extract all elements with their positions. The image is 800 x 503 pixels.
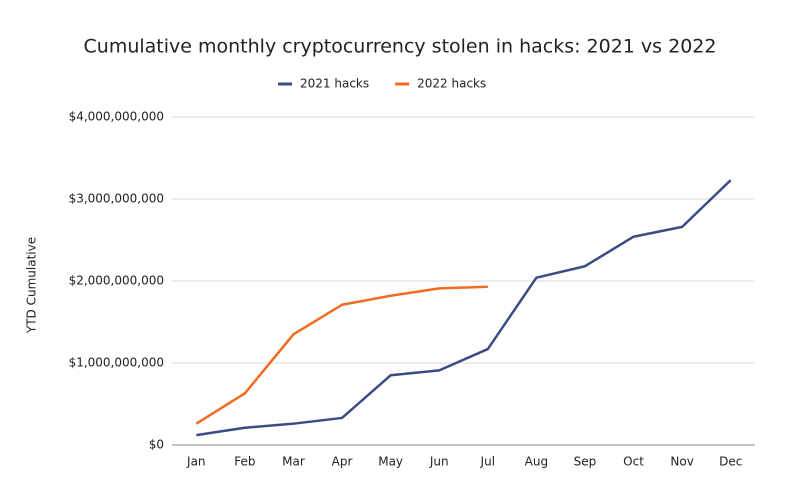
x-tick-label: Apr xyxy=(332,455,353,469)
x-tick-label: Feb xyxy=(234,455,255,469)
legend-label: 2022 hacks xyxy=(417,77,486,91)
series-line xyxy=(195,285,488,425)
legend-label: 2021 hacks xyxy=(300,77,369,91)
y-tick-label: $4,000,000,000 xyxy=(69,110,164,124)
y-axis-label: YTD Cumulative xyxy=(25,237,39,334)
x-tick-label: Mar xyxy=(282,455,305,469)
x-tick-label: Jan xyxy=(186,455,206,469)
x-tick-label: Oct xyxy=(623,455,644,469)
x-tick-label: Sep xyxy=(574,455,597,469)
x-tick-label: Nov xyxy=(670,455,693,469)
y-tick-label: $3,000,000,000 xyxy=(69,192,164,206)
x-tick-label: Jun xyxy=(429,455,449,469)
x-tick-label: Aug xyxy=(525,455,548,469)
y-tick-label: $1,000,000,000 xyxy=(69,356,164,370)
y-tick-label: $0 xyxy=(149,438,164,452)
x-tick-label: May xyxy=(378,455,403,469)
y-tick-label: $2,000,000,000 xyxy=(69,274,164,288)
chart-title: Cumulative monthly cryptocurrency stolen… xyxy=(84,36,717,58)
x-tick-label: Dec xyxy=(719,455,742,469)
series-line xyxy=(196,179,732,437)
x-tick-label: Jul xyxy=(480,455,495,469)
